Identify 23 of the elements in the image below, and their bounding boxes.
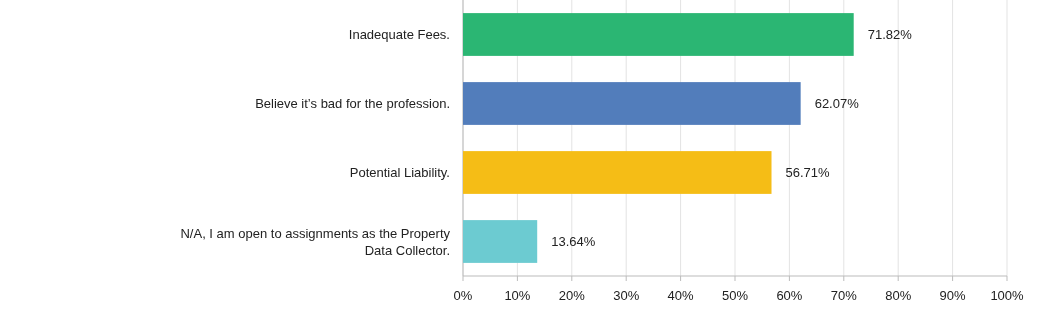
x-tick-label: 100% bbox=[990, 288, 1025, 303]
bar bbox=[463, 220, 538, 263]
y-tick-label: N/A, I am open to assignments as the Property Data Collector. bbox=[180, 225, 451, 258]
x-tick-label: 0% bbox=[453, 288, 473, 303]
x-tick-label: 60% bbox=[776, 288, 803, 303]
y-tick-label: Believe it’s bad for the profession. bbox=[255, 96, 450, 112]
bar bbox=[463, 13, 854, 56]
bar bbox=[463, 82, 801, 125]
bar bbox=[463, 151, 772, 194]
data-label: 13.64% bbox=[551, 234, 596, 250]
x-tick-label: 20% bbox=[558, 288, 586, 303]
x-tick-label: 30% bbox=[613, 288, 640, 303]
data-label: 62.07% bbox=[814, 96, 860, 112]
data-label: 71.82% bbox=[867, 27, 913, 43]
x-tick-label: 70% bbox=[830, 288, 858, 303]
x-tick-label: 10% bbox=[504, 288, 531, 303]
y-tick-label: Inadequate Fees. bbox=[348, 27, 450, 43]
y-tick-label: Potential Liability. bbox=[349, 165, 450, 181]
x-tick-label: 40% bbox=[667, 288, 695, 303]
data-label: 56.71% bbox=[785, 165, 831, 181]
x-tick-label: 80% bbox=[885, 288, 912, 303]
x-tick-label: 90% bbox=[939, 288, 967, 303]
x-tick-label: 50% bbox=[721, 288, 749, 303]
